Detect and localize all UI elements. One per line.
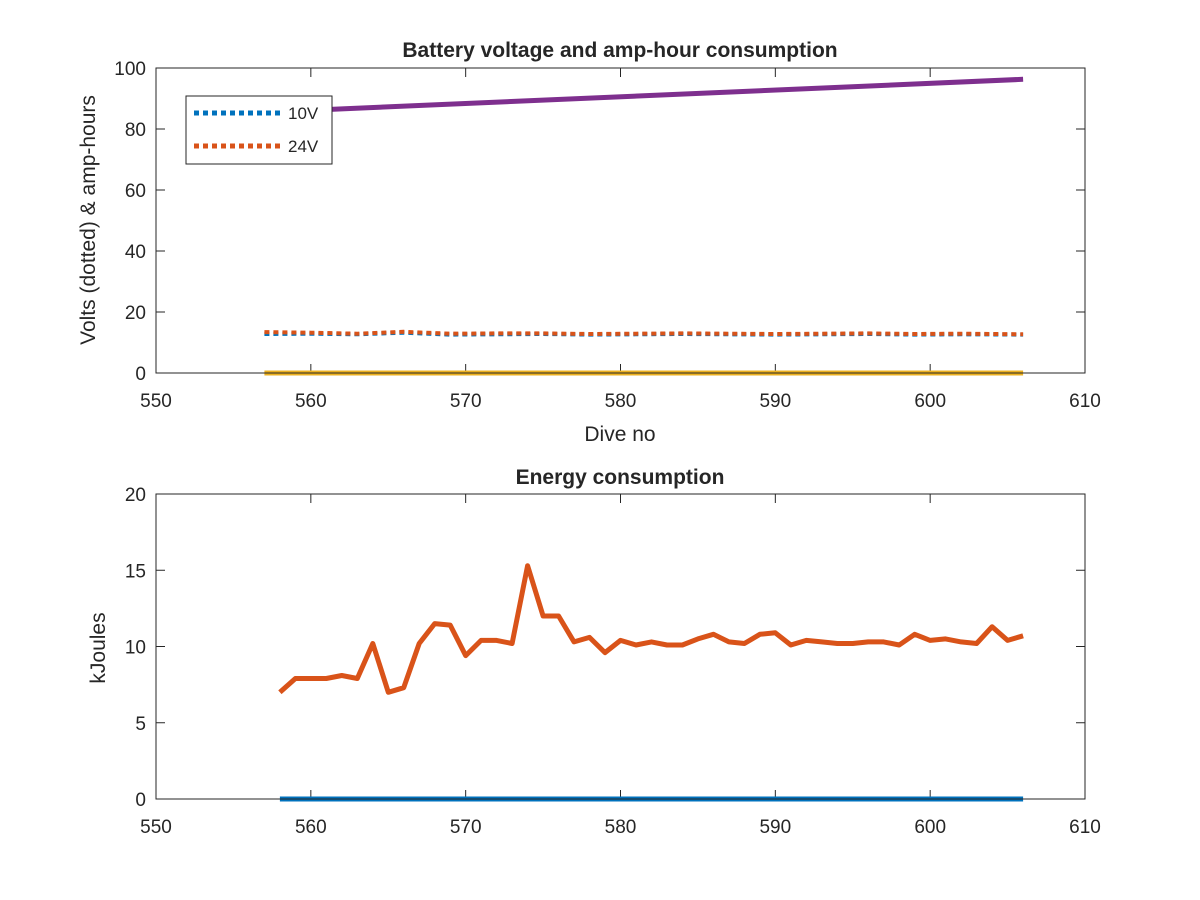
y-tick-label: 80 xyxy=(125,120,146,141)
plot1-y-axis-label: Volts (dotted) & amp-hours xyxy=(77,95,100,345)
plot1-y-tick-labels: 0 20 40 60 80 100 xyxy=(114,59,146,385)
x-tick-label: 570 xyxy=(450,817,482,838)
x-tick-label: 580 xyxy=(605,817,637,838)
legend-label-24v: 24V xyxy=(288,137,319,156)
plot1-x-axis-label: Dive no xyxy=(584,423,655,446)
y-tick-label: 40 xyxy=(125,242,146,263)
x-tick-label: 570 xyxy=(450,391,482,412)
legend-box xyxy=(185,95,333,165)
y-tick-label: 15 xyxy=(125,561,146,582)
plot2-x-tick-labels: 550 560 570 580 590 600 610 xyxy=(140,817,1101,838)
plot2-y-tick-labels: 0 5 10 15 20 xyxy=(125,485,146,811)
legend-label-10v: 10V xyxy=(288,104,319,123)
x-tick-label: 590 xyxy=(759,391,791,412)
y-tick-label: 20 xyxy=(125,303,146,324)
plot1-legend: 10V 24V xyxy=(185,95,333,165)
voltage-amp-hour-plot: Battery voltage and amp-hour consumption… xyxy=(77,39,1101,446)
plot2-series-group xyxy=(278,563,1024,802)
plot1-series-group xyxy=(264,76,1024,376)
x-tick-label: 550 xyxy=(140,817,172,838)
y-tick-label: 0 xyxy=(135,364,146,385)
y-tick-label: 60 xyxy=(125,181,146,202)
x-tick-label: 580 xyxy=(605,391,637,412)
x-tick-label: 600 xyxy=(914,391,946,412)
series-line-3 xyxy=(264,76,1024,115)
series-line-1 xyxy=(278,563,1024,695)
plot1-x-tick-labels: 550 560 570 580 590 600 610 xyxy=(140,391,1101,412)
energy-consumption-plot: Energy consumption 550 560 570 580 590 600 610… xyxy=(87,466,1101,838)
y-tick-label: 10 xyxy=(125,638,146,659)
plot1-title: Battery voltage and amp-hour consumption xyxy=(402,39,837,62)
x-tick-label: 560 xyxy=(295,817,327,838)
y-tick-label: 5 xyxy=(135,714,146,735)
y-tick-label: 100 xyxy=(114,59,146,80)
x-tick-label: 560 xyxy=(295,391,327,412)
x-tick-label: 550 xyxy=(140,391,172,412)
plot2-title: Energy consumption xyxy=(516,466,725,489)
x-tick-label: 610 xyxy=(1069,817,1101,838)
y-tick-label: 0 xyxy=(135,790,146,811)
x-tick-label: 600 xyxy=(914,817,946,838)
y-tick-label: 20 xyxy=(125,485,146,506)
series-line-1-24v xyxy=(264,329,1024,337)
x-tick-label: 610 xyxy=(1069,391,1101,412)
plot2-axes-box xyxy=(155,493,1086,800)
x-tick-label: 590 xyxy=(759,817,791,838)
plot1-axes-box xyxy=(155,67,1086,374)
plot2-y-axis-label: kJoules xyxy=(87,612,110,683)
